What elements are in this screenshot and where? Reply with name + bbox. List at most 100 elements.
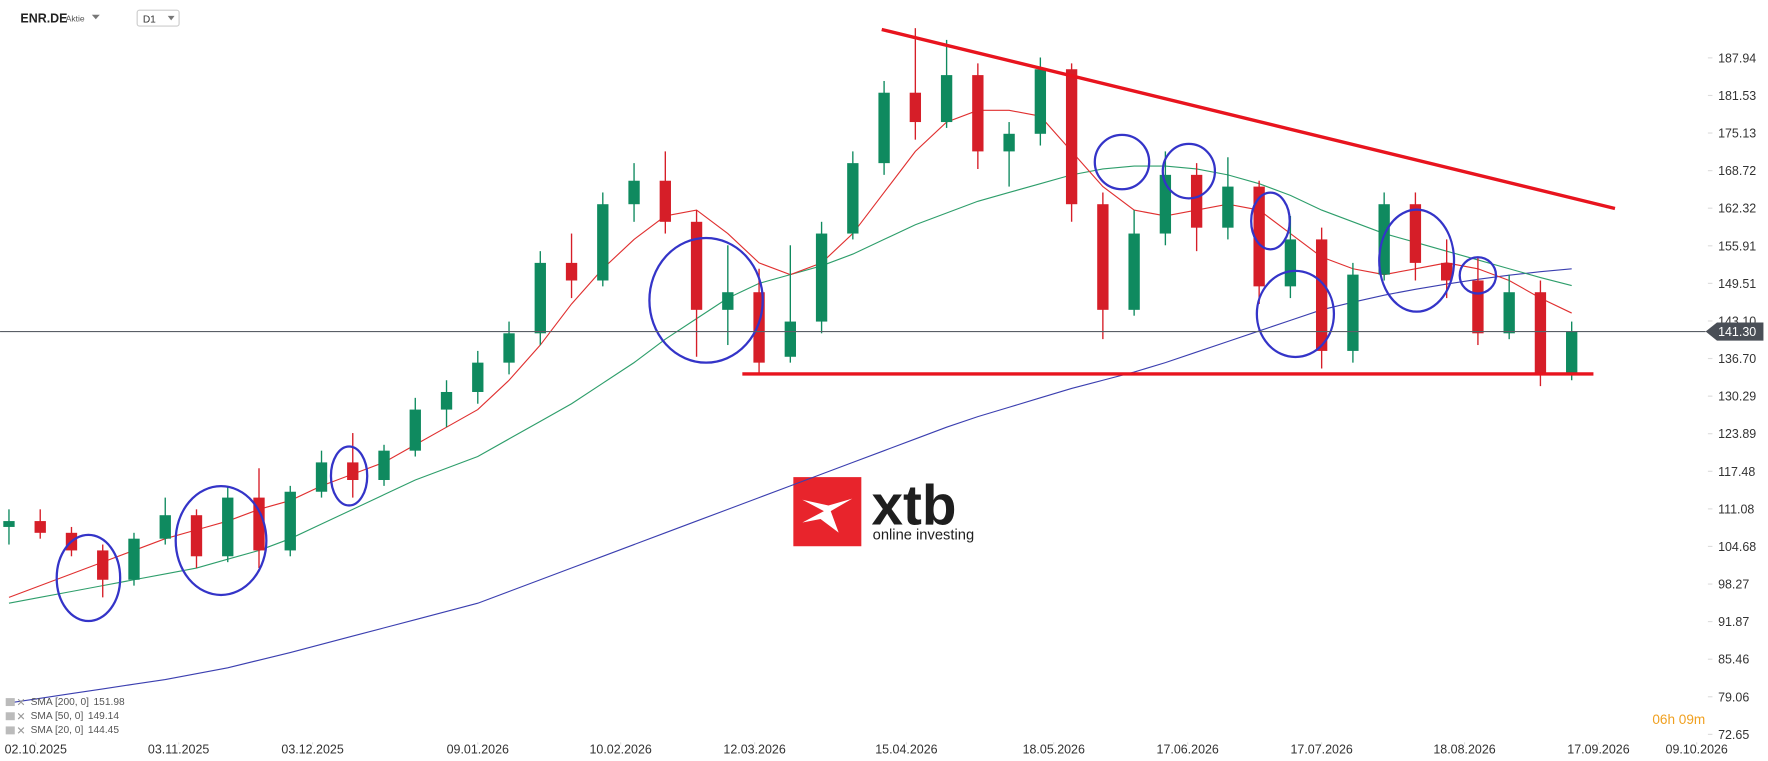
candle-body: [1253, 186, 1265, 287]
candle-body: [1159, 174, 1172, 234]
y-tick-label: 79.06: [1718, 690, 1749, 704]
y-tick-label: 72.65: [1718, 728, 1749, 742]
legend-entry: SMA [20, 0] 144.45: [31, 725, 120, 736]
logo-mark: [802, 498, 853, 533]
candle-body: [972, 75, 984, 152]
resistance-line: [881, 27, 1616, 211]
highlight-circle: [174, 485, 268, 597]
y-tick-label: 104.68: [1718, 540, 1756, 554]
candle-body: [1566, 331, 1578, 375]
sma-line: [8, 165, 1572, 604]
candle-body: [1347, 274, 1359, 351]
highlight-circle: [1093, 133, 1151, 191]
candle-body: [409, 409, 421, 451]
x-tick-label: 10.02.2026: [589, 743, 651, 757]
legend-value: 144.45: [88, 725, 119, 736]
candle-body: [1097, 204, 1109, 310]
legend-icon: [5, 698, 15, 707]
x-tick-label: 18.08.2026: [1433, 743, 1495, 757]
header: ENR.DE Aktie D1: [20, 9, 180, 27]
candle-body: [1003, 133, 1015, 152]
highlight-circle: [1161, 142, 1217, 200]
candle-body: [253, 497, 265, 551]
lines-layer: [8, 109, 1572, 704]
y-tick-label: 91.87: [1718, 615, 1749, 629]
legend-icon: [5, 712, 15, 721]
highlight-circle: [1255, 269, 1336, 359]
x-tick-label: 09.01.2026: [447, 743, 509, 757]
y-tick-label: 155.91: [1718, 239, 1756, 253]
candle-body: [1503, 292, 1515, 334]
legend-entry: SMA [200, 0] 151.98: [31, 697, 125, 708]
y-tick-label: 98.27: [1718, 578, 1749, 592]
overlay-layer: 141.30 SMA [200, 0] 151.98 SMA [50, 0] 149.1…: [0, 322, 1764, 736]
candle-body: [1472, 280, 1484, 334]
legend-icon: [5, 726, 15, 735]
highlight-circle: [648, 236, 764, 364]
watermark: xtb online investing: [793, 475, 974, 547]
sma-line: [8, 268, 1572, 704]
candle-body: [472, 362, 484, 392]
current-price-tag: [1705, 322, 1764, 341]
y-tick-label: 111.08: [1718, 502, 1754, 516]
highlight-circle: [1458, 256, 1498, 295]
x-tick-label: 18.05.2026: [1023, 743, 1085, 757]
y-tick-label: 175.13: [1718, 127, 1756, 141]
candle-body: [690, 221, 703, 310]
legend-close-icon: [17, 713, 25, 720]
current-price-label: 141.30: [1718, 325, 1756, 339]
y-tick-label: 187.94: [1718, 51, 1756, 65]
legend-name: SMA [200, 0]: [31, 697, 89, 708]
y-tick-label: 123.89: [1718, 427, 1756, 441]
candle-body: [753, 292, 765, 363]
candle-body: [347, 462, 359, 481]
candle-body: [97, 550, 109, 580]
candle-body: [909, 92, 922, 123]
y-tick-label: 168.72: [1718, 164, 1756, 178]
y-tick-label: 162.32: [1718, 202, 1756, 216]
candle-body: [378, 450, 390, 481]
candle-body: [597, 204, 609, 281]
candle-body: [722, 292, 734, 310]
x-tick-label: 03.12.2025: [281, 743, 343, 757]
candle-body: [1441, 262, 1453, 281]
candle-body: [1315, 239, 1328, 351]
candles-layer: [3, 28, 1578, 598]
legend-value: 151.98: [94, 697, 125, 708]
x-tick-label: 17.09.2026: [1567, 743, 1629, 757]
candle-body: [1222, 186, 1234, 228]
y-tick-label: 117.48: [1718, 465, 1755, 479]
candle-body: [659, 180, 671, 222]
candle-body: [1190, 174, 1203, 228]
candle-body: [1128, 233, 1140, 310]
candle-body: [1378, 204, 1390, 275]
highlight-circle: [329, 445, 369, 507]
y-tick-label: 85.46: [1718, 653, 1749, 667]
candle-body: [534, 262, 546, 334]
dropdown-arrow[interactable]: [167, 15, 175, 21]
symbol[interactable]: ENR.DE: [20, 12, 67, 26]
candle-body: [34, 521, 46, 533]
timeframe-box[interactable]: [136, 9, 180, 27]
legend-value: 149.14: [88, 711, 119, 722]
y-tick-label: 136.70: [1718, 352, 1756, 366]
candle-body: [565, 262, 578, 281]
candle-body: [284, 491, 296, 551]
candle-body: [222, 497, 234, 557]
annotations: [55, 27, 1616, 623]
timeframe[interactable]: D1: [143, 15, 156, 26]
x-tick-label: 02.10.2025: [5, 743, 67, 757]
candle-body: [628, 180, 640, 205]
candle-body: [847, 163, 859, 234]
candle-body: [878, 92, 890, 164]
legend-entry: SMA [50, 0] 149.14: [31, 711, 120, 722]
legend-close-icon: [17, 727, 25, 734]
dropdown-arrow[interactable]: [91, 14, 100, 20]
tagline: online investing: [873, 527, 974, 543]
x-tick-label: 17.06.2026: [1157, 743, 1219, 757]
candle-body: [1534, 292, 1547, 375]
legend-name: SMA [50, 0]: [31, 711, 84, 722]
candle-body: [940, 75, 953, 123]
y-tick-label: 181.53: [1718, 89, 1756, 103]
